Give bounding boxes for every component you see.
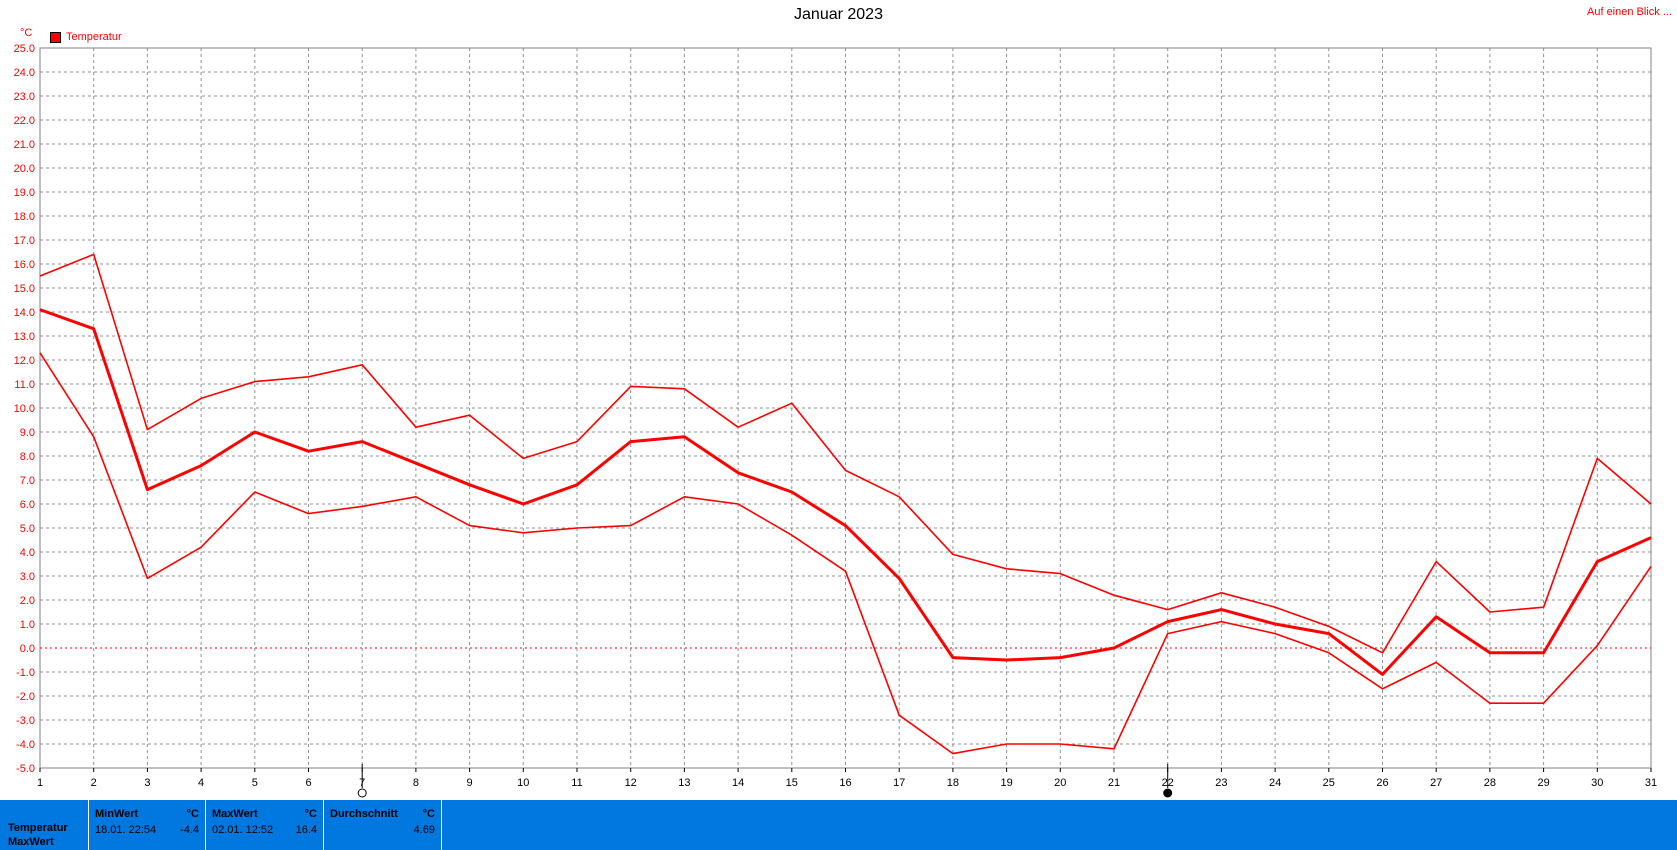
x-tick-label: 11	[571, 777, 582, 789]
x-tick-label: 3	[144, 777, 150, 789]
x-tick-label: 21	[1108, 777, 1120, 789]
y-tick-label: 4.0	[20, 547, 35, 559]
y-tick-label: 10.0	[14, 403, 35, 415]
avg-unit: °C	[422, 808, 435, 820]
min-header: MinWert	[95, 808, 139, 820]
x-tick-label: 12	[625, 777, 637, 789]
y-tick-label: 20.0	[14, 163, 35, 175]
x-tick-label: 8	[413, 777, 419, 789]
divider	[441, 800, 442, 850]
y-tick-label: -3.0	[16, 715, 35, 727]
legend: Temperatur	[50, 31, 122, 43]
y-tick-label: 17.0	[14, 235, 35, 247]
y-tick-label: 2.0	[20, 595, 35, 607]
max-value: 16.4	[295, 824, 317, 836]
x-tick-label: 9	[467, 777, 473, 789]
y-tick-label: -2.0	[16, 691, 35, 703]
min-unit: °C	[186, 808, 199, 820]
y-tick-label: 18.0	[14, 211, 35, 223]
y-tick-label: 22.0	[14, 115, 35, 127]
full-moon-icon	[357, 788, 367, 798]
x-tick-label: 30	[1591, 777, 1603, 789]
y-tick-label: 5.0	[20, 523, 35, 535]
x-tick-label: 13	[678, 777, 690, 789]
max-cell: MaxWert °C 02.01. 12:52 16.4	[206, 800, 324, 850]
legend-label: Temperatur	[66, 31, 122, 43]
y-tick-label: -1.0	[16, 667, 35, 679]
x-tick-label: 26	[1376, 777, 1388, 789]
x-tick-label: 31	[1645, 777, 1657, 789]
x-tick-label: 10	[517, 777, 529, 789]
x-tick-label: 16	[839, 777, 851, 789]
x-tick-label: 17	[893, 777, 905, 789]
max-time: 02.01. 12:52	[212, 824, 274, 836]
x-tick-label: 23	[1215, 777, 1227, 789]
y-tick-label: 15.0	[14, 283, 35, 295]
x-tick-label: 29	[1537, 777, 1549, 789]
y-tick-label: 3.0	[20, 571, 35, 583]
x-tick-label: 15	[786, 777, 798, 789]
y-tick-label: 19.0	[14, 187, 35, 199]
x-tick-label: 20	[1054, 777, 1066, 789]
x-tick-label: 6	[305, 777, 311, 789]
y-tick-label: 16.0	[14, 259, 35, 271]
x-tick-label: 5	[252, 777, 258, 789]
row-label-maxwert: MaxWert	[8, 836, 54, 848]
y-tick-label: -5.0	[16, 763, 35, 775]
y-tick-label: 11.0	[14, 379, 35, 391]
avg-cell: Durchschnitt °C 4.69	[324, 800, 442, 850]
x-tick-label: 14	[732, 777, 744, 789]
stats-footer: Temperatur MaxWert MinWert °C 18.01. 22:…	[0, 800, 1677, 850]
y-tick-label: 23.0	[14, 91, 35, 103]
min-cell: MinWert °C 18.01. 22:54 -4.4	[89, 800, 206, 850]
y-tick-label: 0.0	[20, 643, 35, 655]
y-tick-label: 8.0	[20, 451, 35, 463]
overview-link[interactable]: Auf einen Blick ...	[1587, 6, 1672, 18]
min-value: -4.4	[180, 824, 199, 836]
line-chart: -5.0 -4.0 -3.0 -2.0 -1.0 0.0 1.0 2.0 3.0 4.0 5.0 6.…	[14, 43, 1657, 798]
x-tick-label: 1	[37, 777, 43, 789]
x-tick-label: 25	[1323, 777, 1335, 789]
x-tick-label: 18	[947, 777, 959, 789]
x-tick-label: 2	[91, 777, 97, 789]
avg-value: 4.69	[413, 824, 435, 836]
y-tick-label: 9.0	[20, 427, 35, 439]
y-tick-label: 7.0	[20, 475, 35, 487]
series-line-max	[39, 253, 1652, 654]
max-header: MaxWert	[212, 808, 258, 820]
x-tick-label: 19	[1000, 777, 1012, 789]
x-tick-label: 28	[1484, 777, 1496, 789]
x-tick-label: 4	[198, 777, 204, 789]
series-line-average	[39, 308, 1652, 676]
series-line-min	[39, 352, 1652, 755]
y-tick-label: -4.0	[16, 739, 35, 751]
legend-swatch	[50, 31, 61, 43]
avg-header: Durchschnitt	[330, 808, 398, 820]
divider	[205, 800, 206, 850]
y-tick-label: 13.0	[14, 331, 35, 343]
chart-title: Januar 2023	[794, 6, 883, 23]
y-tick-label: 24.0	[14, 67, 35, 79]
x-tick-label: 27	[1430, 777, 1442, 789]
min-time: 18.01. 22:54	[95, 824, 157, 836]
x-tick-label: 24	[1269, 777, 1281, 789]
divider	[323, 800, 324, 850]
y-tick-label: 21.0	[14, 139, 35, 151]
row-label-temperatur: Temperatur	[8, 822, 68, 834]
y-tick-label: 25.0	[14, 43, 35, 55]
new-moon-icon	[1163, 788, 1173, 798]
y-tick-label: 12.0	[14, 355, 35, 367]
y-tick-label: 14.0	[14, 307, 35, 319]
y-tick-label: 1.0	[20, 619, 35, 631]
divider	[88, 800, 89, 850]
max-unit: °C	[304, 808, 317, 820]
y-unit-label: °C	[20, 27, 33, 39]
y-tick-label: 6.0	[20, 499, 35, 511]
